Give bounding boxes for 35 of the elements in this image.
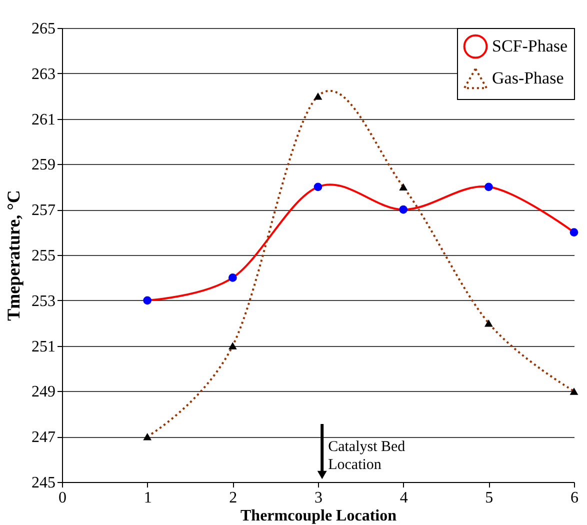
point bbox=[143, 296, 152, 305]
y-tick-label: 259 bbox=[32, 156, 56, 174]
legend-label: Gas-Phase bbox=[492, 68, 564, 88]
legend-label: SCF-Phase bbox=[492, 36, 568, 56]
point bbox=[228, 342, 237, 350]
point bbox=[228, 274, 237, 282]
y-tick-label: 249 bbox=[32, 384, 56, 401]
point bbox=[143, 432, 152, 440]
x-tick-label: 6 bbox=[570, 490, 578, 506]
point bbox=[484, 319, 493, 327]
y-tick-label: 265 bbox=[32, 20, 56, 38]
annotation: Catalyst Bed Location bbox=[328, 439, 406, 473]
x-tick-label: 1 bbox=[144, 490, 152, 506]
y-tick-label: 253 bbox=[32, 292, 56, 310]
y-tick-label: 261 bbox=[32, 111, 56, 128]
y-tick-label: 247 bbox=[32, 429, 56, 446]
point bbox=[314, 92, 322, 100]
y-tick-label: 257 bbox=[32, 202, 56, 220]
x-tick-label: 4 bbox=[400, 490, 408, 506]
y-tick-label: 255 bbox=[32, 248, 56, 264]
y-tick-label: 245 bbox=[32, 474, 56, 492]
point bbox=[399, 205, 408, 214]
point bbox=[399, 183, 408, 191]
y-axis-title: Tmeperature, °C bbox=[4, 190, 24, 321]
x-tick-label: 5 bbox=[485, 490, 494, 506]
point bbox=[314, 182, 322, 192]
point bbox=[570, 388, 578, 395]
x-axis-title: Thermcouple Location bbox=[240, 508, 397, 524]
x-tick-label: 0 bbox=[58, 490, 66, 506]
point bbox=[570, 228, 578, 236]
point bbox=[484, 182, 493, 192]
y-tick-label: 263 bbox=[32, 66, 56, 83]
y-tick-label: 251 bbox=[32, 338, 56, 356]
x-tick-label: 2 bbox=[229, 490, 238, 506]
x-tick-label: 3 bbox=[314, 490, 322, 506]
